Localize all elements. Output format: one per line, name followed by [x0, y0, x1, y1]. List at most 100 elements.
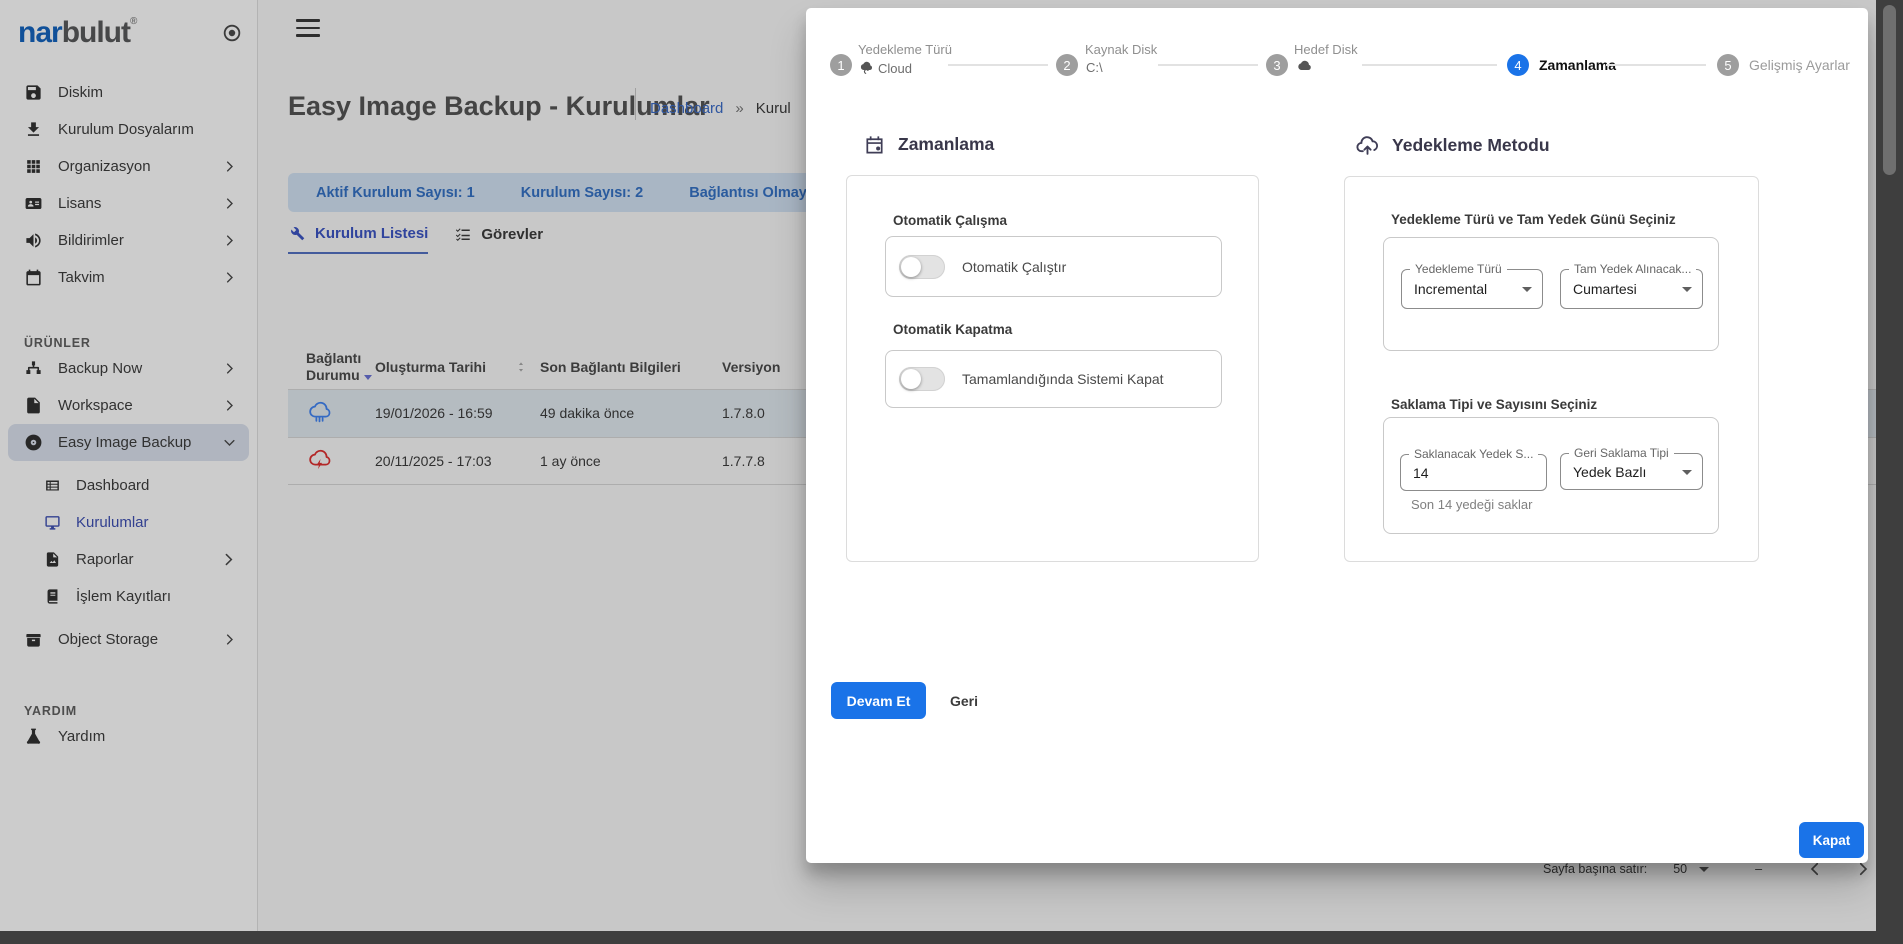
- storage-box-icon: [24, 630, 43, 649]
- tab-kurulum-listesi[interactable]: Kurulum Listesi: [288, 224, 429, 254]
- cell-version: 1.7.7.8: [722, 452, 765, 469]
- column-header-version[interactable]: Versiyon: [722, 359, 781, 375]
- sidebar-item-label: Easy Image Backup: [58, 434, 192, 451]
- retention-section-label: Saklama Tipi ve Sayısını Seçiniz: [1391, 397, 1598, 412]
- next-page-icon[interactable]: [1854, 860, 1872, 878]
- auto-run-toggle-label: Otomatik Çalıştır: [962, 258, 1067, 275]
- backup-type-value: Incremental: [1414, 281, 1488, 297]
- cloud-connected-icon: [306, 398, 333, 425]
- step-2-subtitle: C:\: [1086, 60, 1103, 75]
- retention-group: [1383, 417, 1719, 534]
- chevron-right-icon: [222, 632, 237, 647]
- sidebar-item-label: Kurulum Dosyalarım: [58, 121, 194, 138]
- toggle-thumb: [901, 369, 921, 389]
- sidebar-item-object-storage[interactable]: Object Storage: [0, 621, 257, 658]
- sidebar-item-kurulumlar[interactable]: Kurulumlar: [0, 504, 257, 541]
- step-1-circle[interactable]: 1: [830, 54, 852, 76]
- sidebar-item-label: Yardım: [58, 728, 106, 745]
- id-card-icon: [24, 194, 43, 213]
- cell-created: 20/11/2025 - 17:03: [375, 452, 492, 469]
- offline-count[interactable]: Bağlantısı Olmayan: [689, 184, 824, 201]
- cell-last-connection: 1 ay önce: [540, 452, 601, 469]
- sidebar-nav: Diskim Kurulum Dosyalarım Organizasyon L…: [0, 74, 257, 755]
- auto-off-toggle[interactable]: [899, 367, 945, 391]
- column-header-created[interactable]: Oluşturma Tarihi: [375, 359, 540, 375]
- sidebar-item-workspace[interactable]: Workspace: [0, 387, 257, 424]
- rows-per-page-label: Sayfa başına satır:: [1543, 862, 1648, 876]
- sidebar-item-easy-image-backup[interactable]: Easy Image Backup: [8, 424, 249, 461]
- sidebar-item-raporlar[interactable]: Raporlar: [0, 541, 257, 578]
- chevron-right-icon: [222, 159, 237, 174]
- cloud-sync-icon: [858, 60, 874, 76]
- auto-run-toggle[interactable]: [899, 254, 945, 279]
- sidebar-item-dashboard[interactable]: Dashboard: [0, 467, 257, 504]
- page-title: Easy Image Backup - Kurulumlar: [288, 91, 710, 121]
- full-backup-day-select[interactable]: Tam Yedek Alınacak... Cumartesi: [1560, 262, 1703, 309]
- sidebar-section-help: YARDIM: [24, 704, 77, 718]
- chevron-right-icon: [222, 196, 237, 211]
- sidebar-item-islem-kayitlari[interactable]: İşlem Kayıtları: [0, 578, 257, 615]
- active-install-count[interactable]: Aktif Kurulum Sayısı: 1: [316, 184, 475, 201]
- sidebar-item-label: Kurulumlar: [76, 514, 149, 531]
- step-1-title: Yedekleme Türü: [858, 42, 952, 57]
- cloud-disconnected-icon: [306, 446, 333, 473]
- previous-page-icon[interactable]: [1806, 860, 1824, 878]
- horizontal-scrollbar[interactable]: [0, 931, 1903, 944]
- install-count[interactable]: Kurulum Sayısı: 2: [520, 184, 644, 201]
- sidebar-item-yardim[interactable]: Yardım: [0, 718, 257, 755]
- step-4-circle[interactable]: 4: [1507, 54, 1529, 76]
- close-button[interactable]: Kapat: [1799, 822, 1864, 858]
- retention-count-field[interactable]: Saklanacak Yedek S...: [1400, 447, 1547, 491]
- continue-button[interactable]: Devam Et: [831, 682, 926, 719]
- hamburger-menu-icon[interactable]: [296, 19, 320, 37]
- calendar-icon: [24, 268, 43, 287]
- breadcrumb-separator: »: [735, 100, 744, 117]
- narbulut-logo[interactable]: narbulut®: [18, 16, 137, 50]
- full-backup-day-value: Cumartesi: [1573, 281, 1637, 297]
- sidebar-item-diskim[interactable]: Diskim: [0, 74, 257, 111]
- speaker-icon: [24, 231, 43, 250]
- backup-type-group: [1383, 237, 1719, 351]
- scrollbar-thumb[interactable]: [1883, 5, 1896, 175]
- sort-updown-icon: [514, 360, 528, 374]
- sidebar-item-label: Raporlar: [76, 551, 134, 568]
- column-header-connection-status[interactable]: Bağlantı Durumu: [306, 350, 375, 385]
- auto-off-toggle-label: Tamamlandığında Sistemi Kapat: [962, 371, 1164, 387]
- tab-gorevler[interactable]: Görevler: [454, 224, 543, 254]
- target-icon[interactable]: [221, 22, 243, 44]
- vertical-scrollbar[interactable]: [1876, 0, 1903, 944]
- step-5-label: Gelişmiş Ayarlar: [1749, 57, 1850, 73]
- column-header-last-connection[interactable]: Son Bağlantı Bilgileri: [540, 359, 681, 375]
- select-caret-icon: [1699, 866, 1710, 872]
- select-caret-icon: [1682, 469, 1692, 475]
- retention-type-select[interactable]: Geri Saklama Tipi Yedek Bazlı: [1560, 446, 1703, 490]
- sidebar-item-kurulum-dosyalarim[interactable]: Kurulum Dosyalarım: [0, 111, 257, 148]
- sidebar-item-takvim[interactable]: Takvim: [0, 259, 257, 296]
- logo-trademark: ®: [130, 16, 137, 27]
- backup-method-heading: Yedekleme Metodu: [1355, 133, 1550, 158]
- checklist-icon: [454, 225, 472, 243]
- chevron-right-icon: [222, 270, 237, 285]
- step-5-circle[interactable]: 5: [1717, 54, 1739, 76]
- backup-type-select[interactable]: Yedekleme Türü Incremental: [1401, 262, 1543, 309]
- back-button[interactable]: Geri: [936, 682, 992, 719]
- step-3-circle[interactable]: 3: [1266, 54, 1288, 76]
- sidebar-item-bildirimler[interactable]: Bildirimler: [0, 222, 257, 259]
- backup-method-panel: Yedekleme Türü ve Tam Yedek Günü Seçiniz…: [1344, 176, 1759, 562]
- backup-type-section-label: Yedekleme Türü ve Tam Yedek Günü Seçiniz: [1391, 212, 1676, 227]
- select-caret-icon: [1682, 287, 1692, 292]
- page-range: –: [1755, 862, 1763, 876]
- sidebar-item-label: Bildirimler: [58, 232, 124, 249]
- sidebar-item-backup-now[interactable]: Backup Now: [0, 350, 257, 387]
- flask-icon: [24, 727, 43, 746]
- rows-per-page-select[interactable]: 50: [1673, 862, 1688, 876]
- step-2-circle[interactable]: 2: [1056, 54, 1078, 76]
- sidebar-item-label: Object Storage: [58, 631, 159, 648]
- sidebar-item-lisans[interactable]: Lisans: [0, 185, 257, 222]
- auto-run-box: Otomatik Çalıştır: [885, 236, 1222, 297]
- sidebar-item-organizasyon[interactable]: Organizasyon: [0, 148, 257, 185]
- chevron-down-icon: [222, 435, 237, 450]
- retention-helper-text: Son 14 yedeği saklar: [1411, 497, 1533, 512]
- select-caret-icon: [1522, 287, 1532, 292]
- breadcrumb-dashboard-link[interactable]: Dashboard: [650, 100, 724, 117]
